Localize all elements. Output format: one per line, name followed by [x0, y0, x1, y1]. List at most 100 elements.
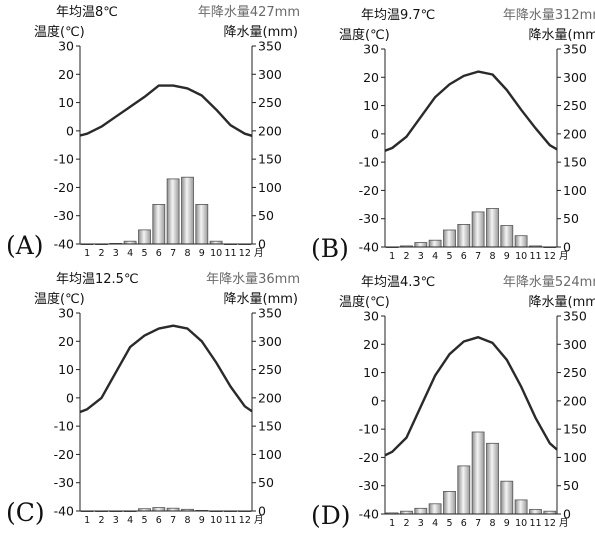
- annual-temperature-label: 年均温4.3℃: [361, 275, 435, 290]
- month-unit-label: 月: [559, 518, 569, 529]
- precipitation-tick-label: 250: [563, 365, 587, 380]
- climate-chart-panel: 年均温9.7℃年降水量312mm温度(℃)降水量(mm)3020100-10-2…: [311, 8, 595, 263]
- precipitation-bar: [195, 203, 209, 245]
- month-tick-label: 4: [127, 515, 133, 526]
- temperature-tick-label: -20: [54, 180, 74, 195]
- temperature-line: [384, 335, 558, 457]
- month-tick-label: 1: [84, 515, 90, 526]
- month-tick-label: 5: [446, 518, 452, 529]
- precipitation-bar: [152, 203, 166, 245]
- month-tick-label: 7: [170, 248, 176, 259]
- temperature-tick-label: 20: [363, 337, 379, 352]
- precipitation-tick-label: 0: [258, 237, 266, 252]
- precipitation-bar: [443, 229, 456, 248]
- month-tick-label: 6: [156, 515, 162, 526]
- temperature-tick-label: 0: [66, 123, 74, 138]
- annual-temperature-label: 年均温9.7℃: [361, 8, 435, 23]
- precipitation-bar: [529, 509, 542, 515]
- precipitation-tick-label: 50: [258, 208, 274, 223]
- month-tick-label: 12: [544, 251, 556, 262]
- precipitation-tick-label: 350: [563, 42, 587, 57]
- precipitation-tick-label: 200: [258, 390, 282, 405]
- panel-label: (C): [6, 498, 45, 527]
- precipitation-bar: [166, 178, 180, 245]
- precipitation-tick-label: 50: [563, 478, 579, 493]
- precipitation-tick-label: 200: [563, 126, 587, 141]
- annual-precipitation-label: 年降水量524mm: [503, 275, 595, 290]
- month-tick-label: 1: [84, 248, 90, 259]
- month-tick-label: 12: [239, 248, 251, 259]
- precipitation-tick-label: 200: [563, 393, 587, 408]
- precipitation-bar: [486, 208, 499, 248]
- temperature-tick-label: -20: [54, 447, 74, 462]
- month-unit-label: 月: [559, 251, 569, 262]
- temperature-tick-label: 10: [58, 362, 74, 377]
- precipitation-tick-label: 300: [563, 337, 587, 352]
- precipitation-bar: [414, 242, 428, 248]
- precipitation-bar: [414, 507, 428, 515]
- precipitation-bar: [152, 507, 166, 512]
- temperature-axis-label: 温度(℃): [339, 27, 390, 43]
- temperature-tick-label: -30: [359, 478, 379, 493]
- precipitation-bar: [428, 239, 442, 248]
- temperature-tick-label: -20: [359, 183, 379, 198]
- precipitation-tick-label: 50: [258, 475, 274, 490]
- month-tick-label: 7: [475, 518, 481, 529]
- precipitation-tick-label: 0: [258, 504, 266, 519]
- temperature-tick-label: 0: [371, 393, 379, 408]
- temperature-tick-label: -10: [54, 419, 74, 434]
- precipitation-tick-label: 200: [258, 123, 282, 138]
- temperature-axis-label: 温度(℃): [34, 291, 85, 307]
- temperature-tick-label: -40: [359, 507, 379, 522]
- month-tick-label: 11: [529, 251, 541, 262]
- temperature-line: [79, 324, 253, 414]
- precipitation-bar: [443, 490, 456, 515]
- month-tick-label: 9: [504, 518, 510, 529]
- temperature-tick-label: -10: [359, 155, 379, 170]
- month-tick-label: 8: [489, 251, 495, 262]
- month-tick-label: 11: [529, 518, 541, 529]
- temperature-axis-label: 温度(℃): [34, 24, 85, 40]
- annual-precipitation-label: 年降水量427mm: [198, 5, 300, 20]
- precipitation-bar: [486, 442, 499, 515]
- temperature-tick-label: -40: [54, 237, 74, 252]
- precipitation-tick-label: 0: [563, 240, 571, 255]
- month-tick-label: 5: [446, 251, 452, 262]
- temperature-tick-label: -20: [359, 450, 379, 465]
- month-tick-label: 11: [224, 248, 236, 259]
- panel-label: (D): [311, 501, 351, 530]
- precipitation-tick-label: 350: [258, 39, 282, 54]
- precipitation-bar: [138, 229, 151, 245]
- precipitation-tick-label: 250: [258, 362, 282, 377]
- precipitation-tick-label: 50: [563, 211, 579, 226]
- precipitation-bar: [471, 211, 485, 248]
- precipitation-tick-label: 100: [258, 447, 282, 462]
- temperature-line: [79, 84, 253, 137]
- precipitation-tick-label: 300: [258, 67, 282, 82]
- month-tick-label: 6: [461, 251, 467, 262]
- temperature-tick-label: -30: [54, 475, 74, 490]
- temperature-tick-label: 20: [58, 334, 74, 349]
- precipitation-bar: [428, 503, 442, 515]
- temperature-tick-label: 20: [363, 70, 379, 85]
- month-tick-label: 9: [199, 515, 205, 526]
- month-tick-label: 7: [170, 515, 176, 526]
- precipitation-bar: [471, 431, 485, 515]
- precipitation-tick-label: 100: [563, 450, 587, 465]
- month-tick-label: 9: [199, 248, 205, 259]
- temperature-axis-label: 温度(℃): [339, 294, 390, 310]
- temperature-tick-label: 0: [371, 126, 379, 141]
- month-tick-label: 5: [141, 248, 147, 259]
- month-tick-label: 2: [98, 515, 104, 526]
- month-tick-label: 4: [432, 251, 438, 262]
- month-tick-label: 10: [515, 251, 527, 262]
- precipitation-tick-label: 150: [563, 422, 587, 437]
- month-tick-label: 6: [461, 518, 467, 529]
- precipitation-axis-label: 降水量(mm): [224, 25, 298, 40]
- month-tick-label: 10: [515, 518, 527, 529]
- month-tick-label: 2: [403, 518, 409, 529]
- month-tick-label: 5: [141, 515, 147, 526]
- month-tick-label: 1: [389, 251, 395, 262]
